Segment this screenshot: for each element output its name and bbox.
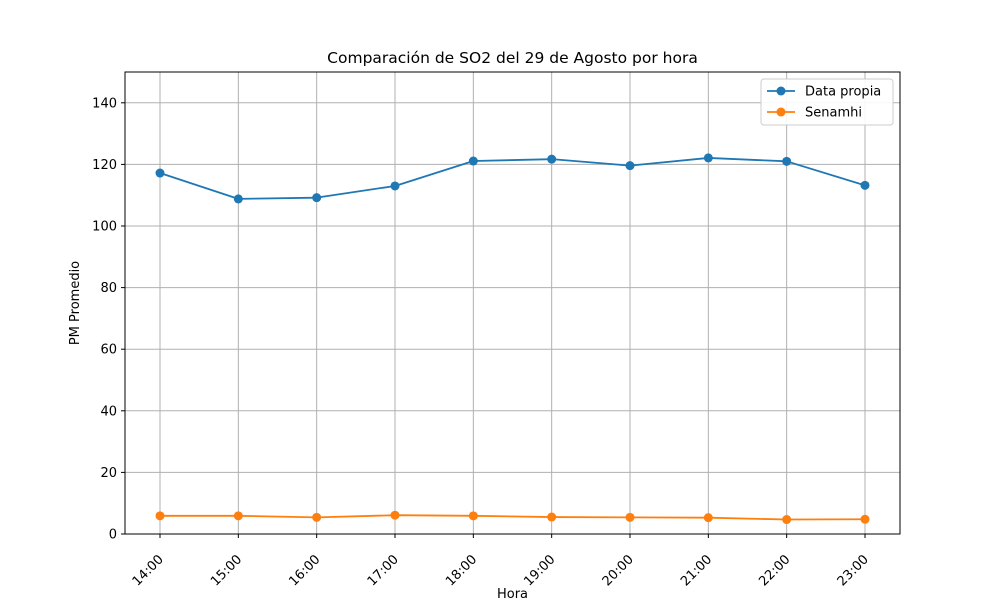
y-tick-label: 60 xyxy=(100,343,117,358)
data-point xyxy=(703,153,713,163)
chart-title: Comparación de SO2 del 29 de Agosto por … xyxy=(327,49,698,67)
data-point xyxy=(625,512,635,522)
data-point xyxy=(782,156,792,166)
data-point xyxy=(547,154,557,164)
data-point xyxy=(468,511,478,521)
grid xyxy=(125,72,900,535)
data-point xyxy=(782,515,792,525)
data-point xyxy=(860,514,870,524)
y-tick-label: 120 xyxy=(92,158,117,173)
legend-marker xyxy=(776,107,786,117)
x-axis-label: Hora xyxy=(497,587,528,600)
series-line xyxy=(160,514,866,521)
legend: Data propia Senamhi xyxy=(760,78,894,126)
data-point xyxy=(155,168,165,178)
data-point xyxy=(703,513,713,523)
legend-label: Senamhi xyxy=(805,106,862,121)
series-layer xyxy=(155,153,870,525)
legend-marker xyxy=(776,86,786,96)
data-point xyxy=(547,512,557,522)
y-tick-label: 140 xyxy=(92,96,117,111)
y-axis: 0 20 40 60 80 100 120 140 xyxy=(92,96,125,543)
data-point xyxy=(390,510,400,520)
y-tick-label: 40 xyxy=(100,404,117,419)
series-line xyxy=(159,157,866,200)
y-tick-label: 20 xyxy=(100,466,117,481)
data-point xyxy=(312,512,322,522)
y-tick-label: 0 xyxy=(109,528,117,543)
data-point xyxy=(468,156,478,166)
legend-label: Data propia xyxy=(805,85,881,100)
data-point xyxy=(233,194,243,204)
y-tick-label: 100 xyxy=(92,220,117,235)
data-point xyxy=(155,511,165,521)
data-point xyxy=(860,180,870,190)
plot-frame xyxy=(124,71,901,535)
y-tick-label: 80 xyxy=(100,281,117,296)
data-point xyxy=(233,511,243,521)
data-point xyxy=(390,181,400,191)
data-point xyxy=(312,193,322,203)
data-point xyxy=(625,161,635,171)
y-axis-label: PM Promedio xyxy=(68,261,83,345)
